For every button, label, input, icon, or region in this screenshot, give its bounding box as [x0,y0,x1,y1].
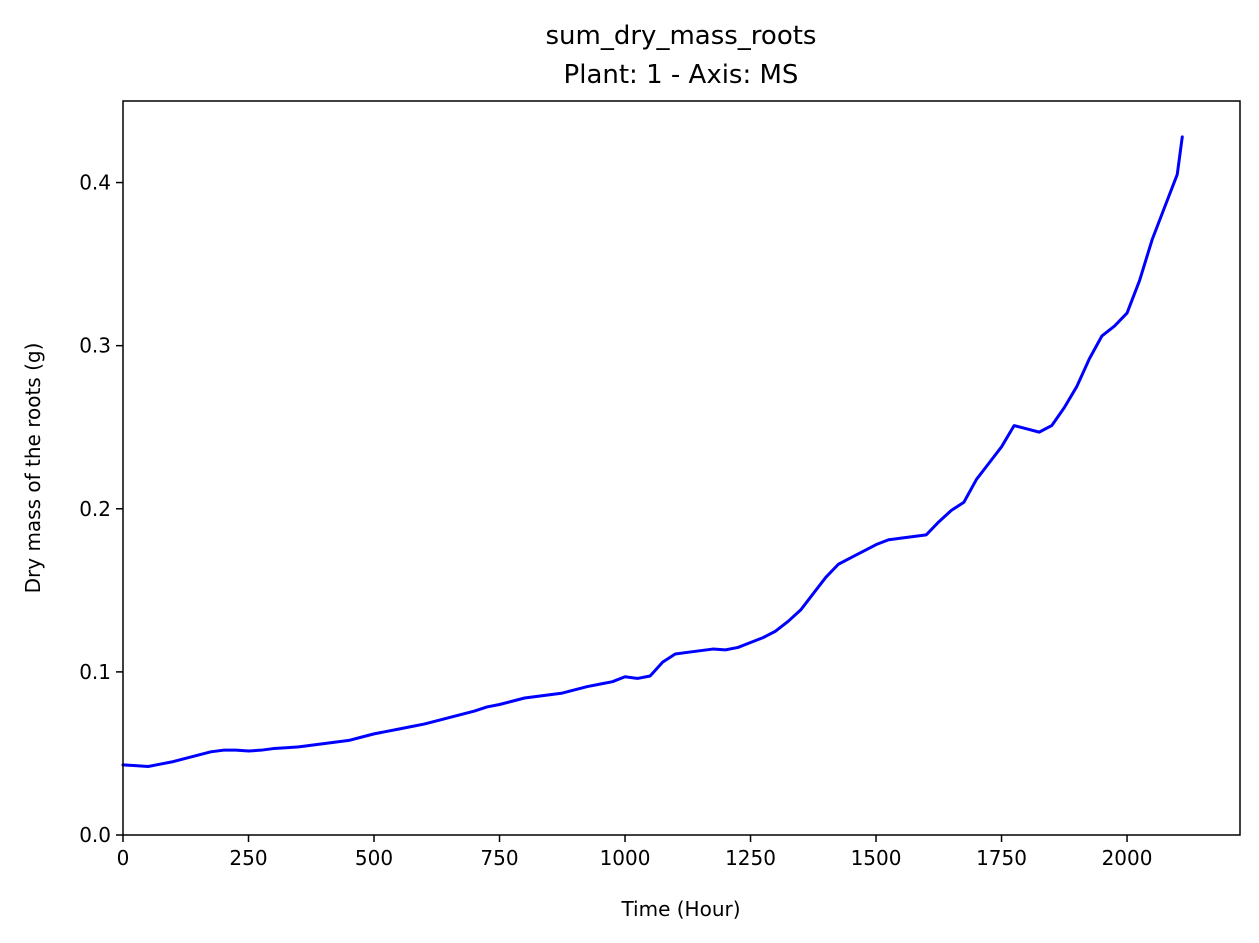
y-tick-label: 0.4 [79,171,111,195]
x-tick-label: 2000 [1102,846,1153,870]
x-tick-label: 1000 [600,846,651,870]
series-line [121,135,1184,768]
y-tick-label: 0.2 [79,497,111,521]
y-tick-label: 0.0 [79,823,111,847]
x-axis-label: Time (Hour) [620,897,740,921]
y-tick-label: 0.1 [79,660,111,684]
x-tick-label: 250 [229,846,267,870]
chart-subtitle: Plant: 1 - Axis: MS [564,60,799,90]
y-axis-label: Dry mass of the roots (g) [21,343,45,594]
x-tick-label: 750 [480,846,518,870]
x-tick-label: 500 [355,846,393,870]
plot-area-frame [122,100,1241,836]
x-tick-label: 0 [117,846,130,870]
chart-title: sum_dry_mass_roots [546,21,817,51]
x-tick-label: 1750 [976,846,1027,870]
y-axis-ticks: 0.0 0.1 0.2 0.3 0.4 [79,171,123,847]
y-tick-label: 0.3 [79,334,111,358]
x-tick-label: 1250 [725,846,776,870]
x-tick-label: 1500 [851,846,902,870]
x-axis-ticks: 0 250 500 750 1000 1250 1500 1750 2000 [117,835,1153,870]
